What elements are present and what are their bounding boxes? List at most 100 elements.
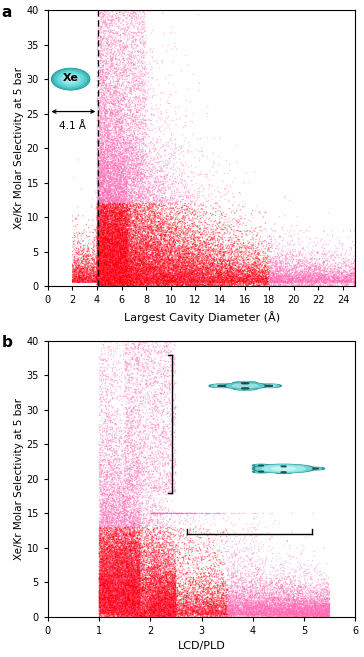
Point <box>177 275 183 286</box>
Point <box>120 482 126 493</box>
Point <box>215 592 221 602</box>
Point <box>122 197 128 208</box>
Point <box>131 259 136 269</box>
Point <box>127 607 133 618</box>
Point <box>117 30 123 41</box>
Point <box>95 267 101 277</box>
Point <box>99 600 104 611</box>
Point <box>138 533 143 544</box>
Point <box>128 135 134 146</box>
Point <box>122 218 127 229</box>
Point <box>137 228 143 238</box>
Point <box>177 252 183 262</box>
Point <box>106 265 112 275</box>
Point <box>180 270 186 281</box>
Point <box>211 231 217 242</box>
Point <box>144 269 150 279</box>
Point <box>339 239 345 250</box>
Point <box>112 588 118 599</box>
Point <box>150 270 156 281</box>
Point <box>243 604 249 614</box>
Point <box>118 202 124 213</box>
Point <box>153 604 159 615</box>
Point <box>102 562 107 573</box>
Point <box>178 256 184 266</box>
Point <box>106 210 111 221</box>
Point <box>143 555 149 566</box>
Point <box>110 160 116 171</box>
Point <box>226 606 232 616</box>
Point <box>257 258 262 268</box>
Point <box>192 221 198 231</box>
Point <box>270 276 276 286</box>
Point <box>191 227 197 237</box>
Point <box>97 193 103 203</box>
Point <box>102 459 108 470</box>
Point <box>170 596 175 606</box>
Point <box>260 597 266 607</box>
Point <box>211 281 217 291</box>
Point <box>115 213 121 223</box>
Point <box>129 264 135 275</box>
Point <box>98 250 104 261</box>
Point <box>144 584 150 595</box>
Point <box>126 575 132 585</box>
Point <box>100 143 106 153</box>
Point <box>292 277 298 287</box>
Point <box>118 269 124 279</box>
Point <box>124 432 130 443</box>
Point <box>133 600 139 610</box>
Point <box>128 83 134 93</box>
Point <box>170 237 176 247</box>
Point <box>308 597 314 608</box>
Point <box>128 252 134 262</box>
Point <box>130 581 136 591</box>
Point <box>121 258 127 268</box>
Point <box>120 600 126 611</box>
Point <box>95 271 101 282</box>
Point <box>192 606 198 616</box>
Point <box>198 248 204 258</box>
Point <box>112 270 118 281</box>
Point <box>167 242 173 252</box>
Point <box>217 263 223 274</box>
Point <box>159 587 165 597</box>
Point <box>111 276 117 286</box>
Point <box>299 279 305 290</box>
Point <box>153 576 159 586</box>
Point <box>242 277 248 288</box>
Point <box>94 259 100 269</box>
Point <box>151 281 157 291</box>
Point <box>135 583 141 593</box>
Point <box>116 563 122 574</box>
Point <box>152 401 158 411</box>
Point <box>310 588 316 599</box>
Point <box>131 583 137 594</box>
Point <box>118 256 124 266</box>
Point <box>159 427 165 438</box>
Point <box>114 555 119 565</box>
Point <box>155 586 161 597</box>
Point <box>111 267 117 278</box>
Point <box>199 258 205 269</box>
Point <box>120 610 126 620</box>
Point <box>206 276 212 286</box>
Point <box>148 577 154 587</box>
Point <box>111 276 117 286</box>
Point <box>175 603 181 614</box>
Point <box>162 279 168 289</box>
Point <box>321 591 327 601</box>
Point <box>130 108 136 119</box>
Point <box>147 221 153 231</box>
Point <box>119 261 125 271</box>
Point <box>104 107 110 118</box>
Point <box>95 5 101 15</box>
Point <box>102 249 107 260</box>
Point <box>70 275 76 286</box>
Point <box>137 568 143 578</box>
Point <box>112 216 118 227</box>
Point <box>316 595 322 606</box>
Point <box>119 259 125 269</box>
Point <box>103 257 109 267</box>
Point <box>99 248 105 259</box>
